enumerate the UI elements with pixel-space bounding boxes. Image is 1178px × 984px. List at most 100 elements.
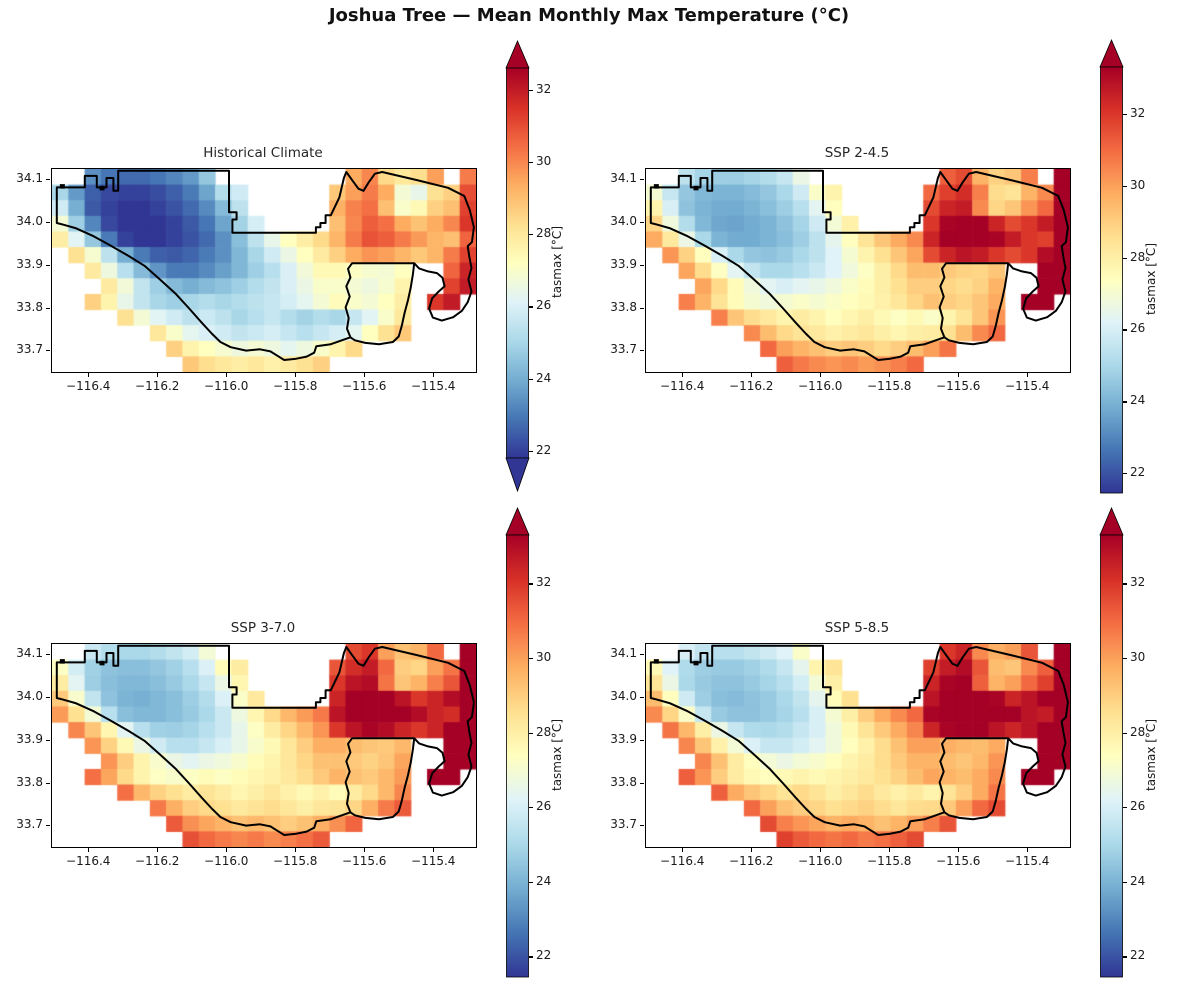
- x-tickmark: [295, 373, 297, 377]
- x-tickmark: [751, 373, 753, 377]
- y-tick-label: 33.9: [610, 256, 637, 271]
- x-tick-label: −115.8: [273, 379, 318, 393]
- x-tick-label: −115.8: [867, 854, 912, 868]
- colorbar-tickmark: [529, 234, 533, 236]
- panel-title-ssp370: SSP 3-7.0: [230, 620, 296, 636]
- y-tick-label: 33.9: [16, 256, 43, 271]
- colorbar-axis-label: tasmax [°C]: [1144, 243, 1158, 316]
- x-tickmark: [889, 848, 891, 852]
- x-tickmark: [958, 848, 960, 852]
- x-tickmark: [157, 373, 159, 377]
- colorbar-tick-label: 24: [536, 370, 552, 385]
- x-tickmark: [226, 848, 228, 852]
- colorbar-tick-label: 30: [536, 153, 552, 168]
- x-tick-label: −116.0: [204, 854, 249, 868]
- axes-ssp370: [51, 643, 477, 848]
- x-tickmark: [88, 373, 90, 377]
- y-tickmark: [640, 739, 644, 741]
- x-tick-label: −115.6: [342, 379, 387, 393]
- colorbar-axis-label: tasmax [°C]: [1144, 719, 1158, 792]
- y-tickmark: [640, 221, 644, 223]
- y-tick-label: 33.7: [610, 342, 637, 357]
- x-tick-label: −115.8: [867, 379, 912, 393]
- colorbar-tickmark: [529, 161, 533, 164]
- y-tickmark: [46, 782, 50, 784]
- x-tickmark: [295, 848, 297, 852]
- y-tick-label: 34.1: [16, 171, 43, 186]
- colorbar-tickmark: [1123, 257, 1127, 259]
- y-tickmark: [46, 307, 50, 309]
- y-tick-label: 33.9: [16, 731, 43, 746]
- colorbar-axis-label: tasmax [°C]: [550, 226, 564, 299]
- x-tickmark: [1027, 848, 1029, 852]
- y-tick-label: 34.1: [16, 646, 43, 661]
- colorbar-tick-label: 32: [1130, 105, 1146, 120]
- colorbar-tick-label: 22: [1130, 465, 1146, 480]
- colorbar-tick-label: 30: [1130, 177, 1146, 192]
- y-tickmark: [640, 307, 644, 309]
- y-tickmark: [46, 264, 50, 266]
- axes-historical: [51, 168, 477, 373]
- colorbar-tick-label: 28: [536, 226, 552, 241]
- y-tick-label: 33.8: [610, 774, 637, 789]
- x-tickmark: [364, 373, 366, 377]
- colorbar-tickmark: [1123, 583, 1127, 585]
- y-tickmark: [46, 739, 50, 741]
- y-tickmark: [640, 179, 644, 181]
- x-tick-label: −116.4: [660, 379, 705, 393]
- heatmap-ssp585: [646, 644, 1070, 847]
- colorbar-tick-label: 26: [536, 298, 552, 313]
- y-tick-label: 34.1: [610, 646, 637, 661]
- colorbar-tickmark: [529, 732, 533, 734]
- colorbar-tickmark: [1123, 732, 1127, 734]
- x-tick-label: −116.4: [660, 854, 705, 868]
- y-tickmark: [46, 825, 50, 827]
- colorbar-tick-label: 24: [1130, 393, 1146, 408]
- y-tick-label: 33.7: [610, 817, 637, 832]
- colorbar-tickmark: [529, 807, 533, 809]
- y-tickmark: [46, 654, 50, 656]
- x-tickmark: [1027, 373, 1029, 377]
- x-tickmark: [682, 848, 684, 852]
- colorbar-tickmark: [529, 89, 533, 91]
- y-tick-label: 33.8: [16, 774, 43, 789]
- x-tickmark: [433, 373, 435, 377]
- x-tickmark: [433, 848, 435, 852]
- x-tickmark: [820, 848, 822, 852]
- y-tick-label: 33.8: [16, 299, 43, 314]
- colorbar-tickmark: [1123, 329, 1127, 331]
- y-tickmark: [640, 696, 644, 698]
- colorbar-tick-label: 22: [536, 442, 552, 457]
- x-tick-label: −116.4: [66, 379, 111, 393]
- colorbar-tickmark: [1123, 113, 1127, 115]
- x-tick-label: −115.4: [411, 854, 456, 868]
- y-tickmark: [46, 350, 50, 352]
- figure-title: Joshua Tree — Mean Monthly Max Temperatu…: [328, 5, 850, 26]
- x-tick-label: −115.8: [273, 854, 318, 868]
- colorbar-tickmark: [1123, 658, 1127, 660]
- colorbar-tickmark: [529, 583, 533, 585]
- x-tick-label: −116.2: [135, 854, 180, 868]
- y-tickmark: [46, 696, 50, 698]
- y-tickmark: [640, 782, 644, 784]
- x-tickmark: [157, 848, 159, 852]
- colorbar-tickmark: [1123, 956, 1127, 958]
- panel-title-ssp245: SSP 2-4.5: [824, 145, 890, 161]
- colorbar-tickmark: [529, 306, 533, 308]
- axes-ssp585: [645, 643, 1071, 848]
- x-tick-label: −115.4: [411, 379, 456, 393]
- colorbar-tick-label: 24: [536, 873, 552, 888]
- colorbar-tickmark: [529, 450, 533, 452]
- y-tick-label: 33.7: [16, 817, 43, 832]
- x-tickmark: [751, 848, 753, 852]
- colorbar-tick-label: 30: [536, 650, 552, 665]
- x-tick-label: −115.6: [936, 379, 981, 393]
- x-tick-label: −116.0: [798, 379, 843, 393]
- colorbar-tickmark: [529, 956, 533, 958]
- x-tickmark: [88, 848, 90, 852]
- y-tickmark: [46, 179, 50, 181]
- colorbar-tick-label: 24: [1130, 873, 1146, 888]
- x-tick-label: −116.4: [66, 854, 111, 868]
- axes-ssp245: [645, 168, 1071, 373]
